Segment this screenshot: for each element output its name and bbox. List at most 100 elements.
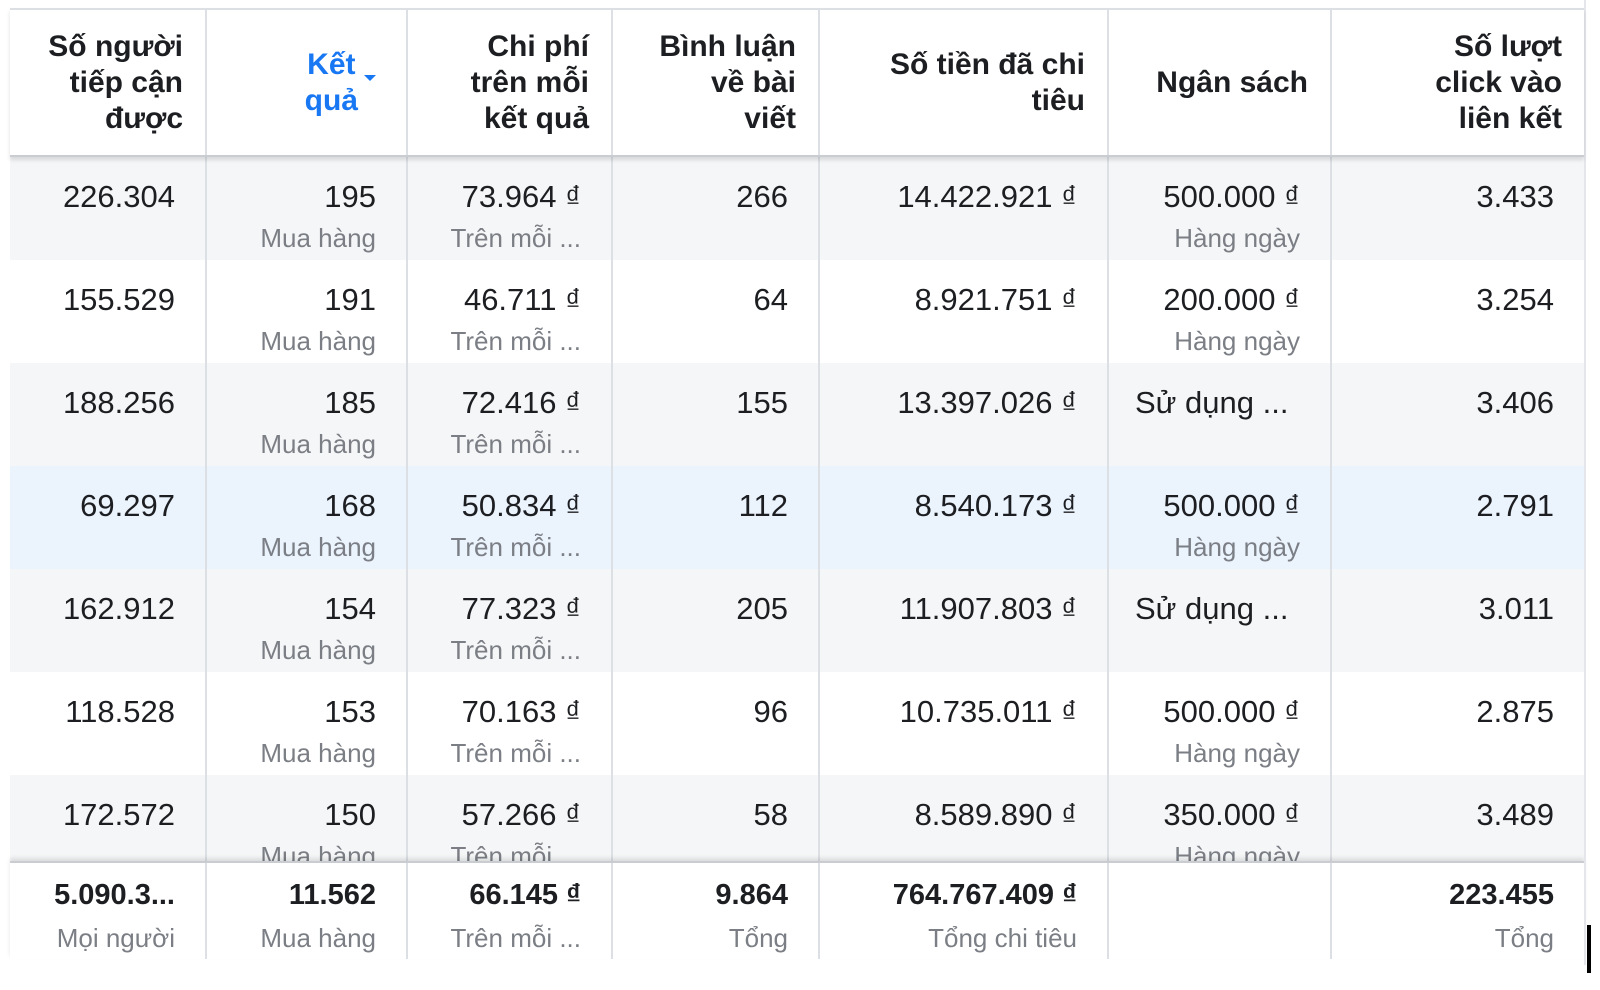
table-header: Số người tiếp cận được Kết quả Chi phí t… — [10, 8, 1584, 157]
amount-spent-value: 11.907.803 ₫ — [899, 591, 1077, 626]
table-row[interactable]: 69.297 168 Mua hàng 50.834 ₫ Trên mỗi ... … — [10, 466, 1584, 569]
table-row[interactable]: 162.912 154 Mua hàng 77.323 ₫ Trên mỗi ...… — [10, 569, 1584, 672]
total-cost-per-result-label: Trên mỗi ... — [450, 923, 581, 953]
column-header-label: Ngân sách — [1156, 65, 1308, 99]
comments-value: 266 — [736, 179, 788, 214]
cost-per-result-type: Trên mỗi ... — [450, 532, 581, 562]
amount-spent-value: 13.397.026 ₫ — [897, 385, 1077, 420]
results-value: 185 — [324, 385, 376, 420]
comments-value: 205 — [736, 591, 788, 626]
link-clicks-value: 2.875 — [1476, 694, 1554, 729]
results-value: 168 — [324, 488, 376, 523]
total-results-value: 11.562 — [288, 879, 376, 911]
text-cursor-icon — [1587, 925, 1591, 973]
total-amount-spent-label: Tổng chi tiêu — [928, 923, 1077, 953]
cost-per-result-value: 70.163 ₫ — [461, 694, 581, 729]
caret-down-icon[interactable] — [364, 74, 376, 81]
comments-value: 155 — [736, 385, 788, 420]
link-clicks-value: 3.406 — [1476, 385, 1554, 420]
amount-spent-value: 8.921.751 ₫ — [914, 282, 1077, 317]
results-value: 195 — [324, 179, 376, 214]
budget-type: Hàng ngày — [1174, 326, 1300, 356]
reach-value: 188.256 — [62, 385, 175, 420]
cost-per-result-type: Trên mỗi ... — [450, 738, 581, 768]
amount-spent-value: 8.589.890 ₫ — [914, 797, 1077, 832]
cost-per-result-value: 57.266 ₫ — [461, 797, 581, 832]
comments-value: 112 — [738, 488, 788, 523]
cost-per-result-type: Trên mỗi ... — [450, 635, 581, 665]
budget-type: Hàng ngày — [1174, 532, 1300, 562]
cost-per-result-type: Trên mỗi ... — [450, 326, 581, 356]
table-row[interactable]: 188.256 185 Mua hàng 72.416 ₫ Trên mỗi ...… — [10, 363, 1584, 466]
results-type: Mua hàng — [260, 223, 376, 253]
table-body: 226.304 195 Mua hàng 73.964 ₫ Trên mỗi ...… — [10, 157, 1584, 861]
column-header-reach[interactable]: Số người tiếp cận được — [10, 10, 207, 155]
results-type: Mua hàng — [260, 326, 376, 356]
results-value: 191 — [324, 282, 376, 317]
total-results-label: Mua hàng — [260, 923, 376, 953]
reach-value: 162.912 — [62, 591, 175, 626]
column-header-link-clicks[interactable]: Số lượt click vào liên kết — [1332, 10, 1584, 155]
table-row[interactable]: 172.572 150 Mua hàng 57.266 ₫ Trên mỗi ...… — [10, 775, 1584, 861]
results-value: 150 — [324, 797, 376, 832]
cost-per-result-type: Trên mỗi ... — [450, 223, 581, 253]
budget-type: Hàng ngày — [1174, 841, 1300, 861]
total-link-clicks-label: Tổng — [1494, 923, 1554, 953]
column-header-results[interactable]: Kết quả — [207, 10, 408, 155]
total-reach-label: Mọi người — [56, 923, 175, 953]
reach-value: 118.528 — [65, 694, 175, 729]
cost-per-result-value: 50.834 ₫ — [461, 488, 581, 523]
budget-value: 500.000 ₫ — [1163, 488, 1300, 523]
results-type: Mua hàng — [260, 429, 376, 459]
cost-per-result-value: 72.416 ₫ — [461, 385, 581, 420]
column-header-label: Số người tiếp cận được — [48, 29, 183, 135]
link-clicks-value: 3.433 — [1476, 179, 1554, 214]
reach-value: 69.297 — [80, 488, 175, 523]
column-header-cost-per-result[interactable]: Chi phí trên mỗi kết quả — [408, 10, 613, 155]
reach-value: 155.529 — [62, 282, 175, 317]
link-clicks-value: 3.011 — [1478, 591, 1554, 626]
column-header-label: Bình luận về bài viết — [659, 29, 796, 135]
total-cost-per-result-value: 66.145 ₫ — [469, 879, 581, 911]
table-row[interactable]: 226.304 195 Mua hàng 73.964 ₫ Trên mỗi ...… — [10, 157, 1584, 260]
budget-type: Hàng ngày — [1174, 738, 1300, 768]
table-row[interactable]: 118.528 153 Mua hàng 70.163 ₫ Trên mỗi ...… — [10, 672, 1584, 775]
amount-spent-value: 8.540.173 ₫ — [914, 488, 1077, 523]
results-value: 154 — [324, 591, 376, 626]
table-row[interactable]: 155.529 191 Mua hàng 46.711 ₫ Trên mỗi ...… — [10, 260, 1584, 363]
amount-spent-value: 14.422.921 ₫ — [897, 179, 1077, 214]
cost-per-result-type: Trên mỗi ... — [450, 429, 581, 459]
cost-per-result-value: 73.964 ₫ — [461, 179, 581, 214]
cost-per-result-type: Trên mỗi ... — [450, 841, 581, 861]
amount-spent-value: 10.735.011 ₫ — [899, 694, 1077, 729]
budget-type: Hàng ngày — [1174, 223, 1300, 253]
ads-results-table: Số người tiếp cận được Kết quả Chi phí t… — [10, 8, 1584, 959]
comments-value: 58 — [753, 797, 788, 832]
column-header-label: Kết quả — [304, 47, 358, 117]
table-totals-row: 5.090.3... Mọi người 11.562 Mua hàng 66.14… — [10, 861, 1584, 959]
total-reach-value: 5.090.3... — [54, 879, 175, 911]
column-header-label: Chi phí trên mỗi kết quả — [470, 29, 589, 135]
column-header-label: Số tiền đã chi tiêu — [889, 47, 1085, 117]
budget-value: 500.000 ₫ — [1163, 694, 1300, 729]
results-type: Mua hàng — [260, 532, 376, 562]
link-clicks-value: 3.254 — [1476, 282, 1554, 317]
results-type: Mua hàng — [260, 738, 376, 768]
table-right-edge — [1584, 0, 1586, 965]
comments-value: 96 — [753, 694, 788, 729]
budget-value: Sử dụng ... — [1135, 385, 1289, 420]
budget-value: 350.000 ₫ — [1163, 797, 1300, 832]
reach-value: 226.304 — [62, 179, 175, 214]
budget-value: Sử dụng ... — [1135, 591, 1289, 626]
column-header-amount-spent[interactable]: Số tiền đã chi tiêu — [820, 10, 1109, 155]
link-clicks-value: 2.791 — [1476, 488, 1554, 523]
results-type: Mua hàng — [260, 841, 376, 861]
cost-per-result-value: 46.711 ₫ — [463, 282, 581, 317]
total-link-clicks-value: 223.455 — [1449, 879, 1554, 911]
reach-value: 172.572 — [62, 797, 175, 832]
column-header-budget[interactable]: Ngân sách — [1109, 10, 1332, 155]
results-value: 153 — [324, 694, 376, 729]
column-header-post-comments[interactable]: Bình luận về bài viết — [613, 10, 820, 155]
comments-value: 64 — [753, 282, 788, 317]
column-header-label: Số lượt click vào liên kết — [1435, 29, 1562, 135]
